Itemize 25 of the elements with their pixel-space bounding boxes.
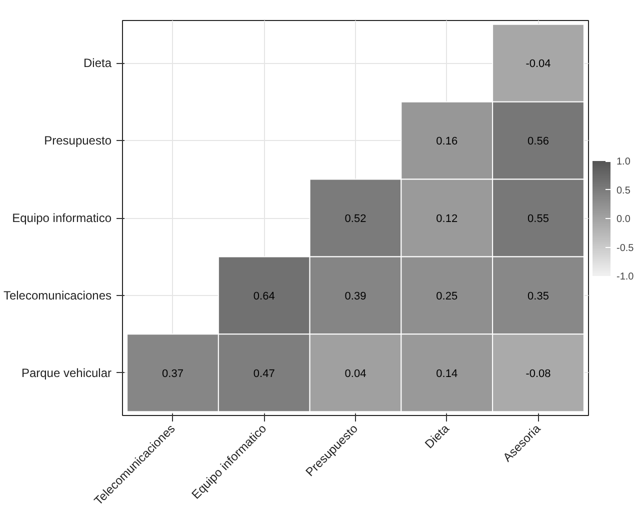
data-label: 0.55: [528, 213, 549, 225]
data-label: -0.08: [526, 368, 551, 380]
data-label: -0.04: [526, 58, 551, 70]
data-label: 0.64: [253, 290, 275, 302]
data-label: 0.14: [436, 368, 458, 380]
color-bar-label: -0.5: [616, 242, 634, 254]
data-label: 0.35: [528, 290, 549, 302]
y-tick-label: Dieta: [83, 56, 112, 70]
data-label: 0.25: [436, 290, 458, 302]
y-tick-label: Presupuesto: [44, 134, 112, 148]
y-tick-label: Telecomunicaciones: [3, 288, 112, 302]
data-label: 0.39: [344, 290, 366, 302]
y-tick-label: Equipo informatico: [12, 211, 112, 225]
color-bar-label: 0.0: [616, 214, 631, 225]
data-label: 0.37: [162, 368, 184, 380]
data-label: 0.04: [344, 368, 366, 380]
data-label: 0.12: [436, 213, 458, 225]
color-bar-label: 0.5: [616, 185, 631, 196]
data-label: 0.52: [344, 213, 366, 225]
data-label: 0.16: [436, 136, 458, 148]
color-bar-label: -1.0: [616, 272, 634, 282]
y-tick-label: Parque vehicular: [21, 366, 112, 380]
color-bar-label: 1.0: [616, 156, 631, 168]
data-label: 0.56: [528, 136, 549, 148]
data-label: 0.47: [253, 368, 275, 380]
